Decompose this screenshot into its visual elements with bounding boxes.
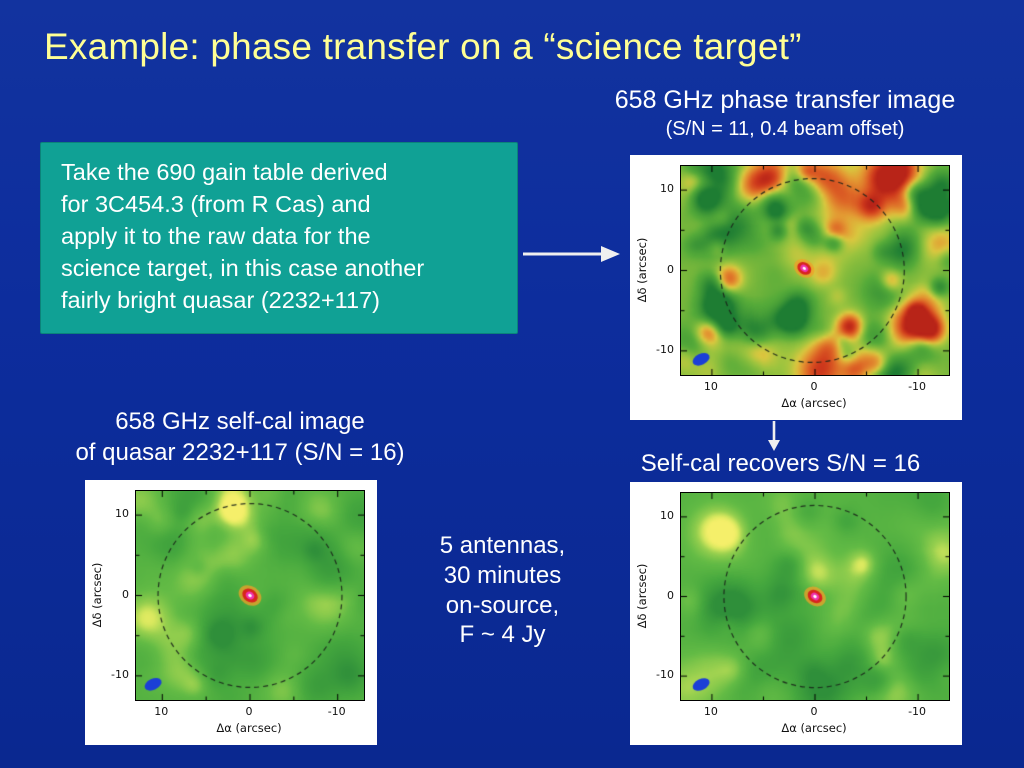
x-axis-label: Δα (arcsec)	[216, 721, 282, 735]
y-tick-label: -10	[656, 668, 674, 682]
explanation-line: fairly bright quasar (2232+117)	[61, 286, 380, 313]
phase-transfer-panel: Δδ (arcsec) Δα (arcsec) 10 0 -10 10 0 -10	[630, 155, 962, 420]
phase-transfer-caption-line2: (S/N = 11, 0.4 beam offset)	[665, 118, 905, 140]
y-tick-label: 0	[667, 588, 674, 602]
x-tick-label: 0	[810, 380, 818, 393]
explanation-line: for 3C454.3 (from R Cas) and	[61, 190, 371, 217]
y-tick-label: -10	[656, 342, 674, 356]
phase-transfer-map	[680, 165, 950, 376]
x-tick-label: 0	[810, 705, 818, 718]
explanation-line: apply it to the raw data for the	[61, 222, 371, 249]
x-tick-label: 10	[154, 705, 169, 718]
y-tick-label: 10	[660, 508, 674, 522]
y-tick-label: 10	[660, 182, 674, 196]
slide-title: Example: phase transfer on a “science ta…	[44, 26, 802, 67]
phase-transfer-caption-line1: 658 GHz phase transfer image	[614, 86, 956, 114]
arrow-right-icon	[523, 246, 620, 262]
phase-transfer-caption: 658 GHz phase transfer image (S/N = 11, …	[565, 86, 1005, 141]
antenna-note-line: 5 antennas,	[439, 532, 566, 559]
selfcal-panel: Δδ (arcsec) Δα (arcsec) 10 0 -10 10 0 -10	[85, 480, 377, 745]
selfcal-caption-line2: of quasar 2232+117 (S/N = 16)	[75, 438, 405, 466]
x-tick-label: -10	[327, 705, 346, 718]
y-tick-label: 0	[122, 587, 129, 601]
x-axis-label: Δα (arcsec)	[781, 721, 847, 735]
x-tick-label: 0	[245, 705, 253, 718]
x-tick-label: 10	[703, 380, 718, 393]
antenna-note-line: 30 minutes	[443, 561, 562, 589]
x-axis-label: Δα (arcsec)	[781, 396, 847, 410]
explanation-box: Take the 690 gain table derived for 3C45…	[40, 142, 518, 334]
x-tick-label: -10	[908, 380, 927, 393]
selfcal-map	[135, 490, 365, 701]
explanation-line: Take the 690 gain table derived	[61, 159, 388, 185]
antenna-note: 5 antennas, 30 minutes on-source, F ~ 4 …	[420, 531, 585, 650]
antenna-note-line: on-source,	[445, 591, 560, 619]
x-tick-label: 10	[703, 705, 718, 718]
y-tick-label: 0	[667, 262, 674, 276]
y-tick-label: -10	[111, 667, 129, 681]
selfcal-recovers-caption: Self-cal recovers S/N = 16	[640, 450, 921, 477]
explanation-line: science target, in this case another	[61, 254, 425, 281]
antenna-note-line: F ~ 4 Jy	[459, 621, 546, 649]
x-tick-label: -10	[908, 705, 927, 718]
arrow-down-icon	[768, 421, 780, 451]
selfcal-caption: 658 GHz self-cal image of quasar 2232+11…	[40, 407, 440, 468]
selfcal-transfer-panel: Δδ (arcsec) Δα (arcsec) 10 0 -10 10 0 -10	[630, 482, 962, 745]
y-tick-label: 10	[115, 507, 129, 521]
selfcal-transfer-map	[680, 492, 950, 701]
selfcal-caption-line1: 658 GHz self-cal image	[115, 408, 365, 435]
